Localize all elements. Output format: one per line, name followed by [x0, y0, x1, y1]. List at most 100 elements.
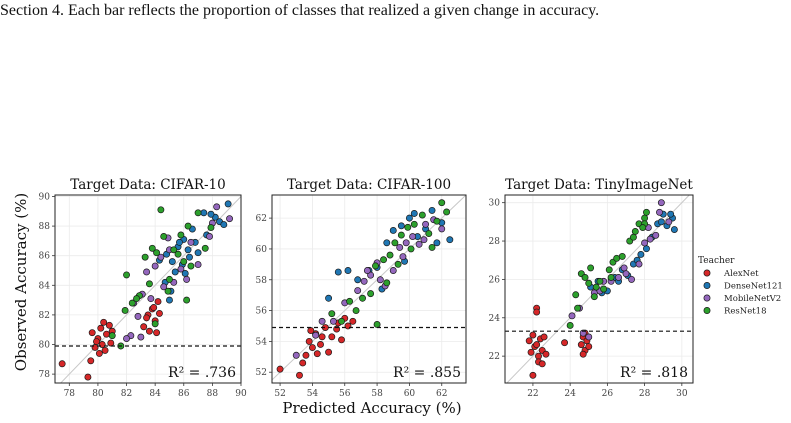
y-tick-label: 28	[489, 237, 501, 247]
data-point-mobilenetv2	[226, 215, 234, 223]
data-point-resnet18	[153, 249, 161, 257]
data-point-mobilenetv2	[363, 267, 371, 274]
data-point-mobilenetv2	[652, 231, 660, 239]
data-point-mobilenetv2	[318, 317, 326, 325]
y-tick-label: 24	[489, 314, 501, 324]
data-point-resnet18	[180, 258, 188, 266]
data-point-resnet18	[443, 208, 451, 216]
data-point-resnet18	[418, 211, 426, 219]
data-point-densenet121	[334, 268, 342, 276]
x-tick-label: 30	[676, 389, 688, 399]
x-tick-label: 58	[371, 389, 383, 399]
data-point-alexnet	[103, 330, 110, 338]
data-point-densenet121	[397, 222, 405, 230]
data-point-densenet121	[194, 249, 202, 257]
data-point-densenet121	[643, 245, 650, 253]
data-point-densenet121	[171, 268, 179, 276]
data-point-resnet18	[133, 295, 141, 303]
data-point-mobilenetv2	[157, 253, 165, 261]
data-point-alexnet	[333, 325, 341, 333]
legend-swatch	[703, 307, 711, 314]
x-tick-label: 24	[564, 389, 576, 399]
data-point-alexnet	[88, 329, 96, 337]
data-point-mobilenetv2	[194, 261, 202, 269]
data-point-alexnet	[349, 317, 357, 325]
data-point-densenet121	[383, 239, 391, 247]
data-point-densenet121	[176, 238, 183, 246]
data-point-mobilenetv2	[160, 283, 168, 291]
data-point-mobilenetv2	[620, 264, 628, 272]
data-point-alexnet	[140, 323, 148, 331]
plot-border	[271, 194, 467, 384]
data-point-densenet121	[200, 209, 208, 217]
data-point-alexnet	[302, 351, 310, 359]
data-point-alexnet	[97, 324, 105, 332]
data-point-alexnet	[313, 350, 321, 358]
data-point-resnet18	[380, 256, 387, 264]
data-point-alexnet	[153, 329, 161, 337]
data-point-alexnet	[95, 349, 103, 357]
data-point-mobilenetv2	[206, 232, 213, 240]
data-point-resnet18	[566, 321, 574, 329]
y-tick-label: 54	[256, 337, 268, 347]
data-point-alexnet	[529, 331, 537, 339]
data-point-densenet121	[224, 200, 232, 208]
y-tick-label: 80	[39, 341, 51, 351]
legend-label: MobileNetV2	[724, 294, 781, 304]
data-point-resnet18	[639, 224, 647, 232]
data-point-resnet18	[207, 224, 215, 232]
data-point-alexnet	[101, 346, 109, 354]
x-tick-label: 78	[64, 389, 76, 399]
data-point-resnet18	[596, 277, 604, 285]
data-point-resnet18	[574, 304, 582, 312]
data-point-alexnet	[93, 338, 100, 346]
data-point-resnet18	[585, 279, 593, 287]
data-point-resnet18	[600, 285, 608, 293]
data-point-alexnet	[317, 341, 324, 348]
data-point-resnet18	[121, 307, 129, 314]
data-point-alexnet	[150, 304, 158, 311]
x-tick-label: 26	[602, 389, 614, 399]
data-point-mobilenetv2	[376, 276, 384, 284]
data-point-alexnet	[100, 318, 108, 326]
data-point-densenet121	[405, 214, 413, 222]
data-point-mobilenetv2	[422, 220, 430, 228]
identity-line	[272, 195, 466, 381]
data-point-resnet18	[148, 244, 156, 252]
data-point-resnet18	[404, 223, 412, 231]
data-point-alexnet	[145, 327, 153, 335]
y-tick-label: 62	[256, 214, 267, 224]
data-point-mobilenetv2	[402, 239, 410, 247]
x-tick-label: 80	[92, 389, 104, 399]
x-tick-label: 52	[274, 389, 285, 399]
legend-swatch	[703, 294, 711, 302]
data-point-resnet18	[123, 271, 130, 279]
data-point-resnet18	[629, 233, 637, 241]
data-point-mobilenetv2	[137, 333, 145, 341]
data-point-resnet18	[359, 294, 366, 302]
data-point-alexnet	[328, 333, 336, 341]
data-point-resnet18	[164, 287, 172, 295]
data-point-resnet18	[170, 246, 178, 254]
data-point-mobilenetv2	[646, 235, 654, 243]
data-point-alexnet	[577, 341, 585, 349]
data-point-resnet18	[618, 252, 626, 260]
x-tick-label: 86	[178, 389, 190, 399]
data-point-resnet18	[160, 232, 168, 240]
data-point-alexnet	[296, 371, 303, 379]
y-tick-label: 90	[39, 192, 51, 202]
data-point-resnet18	[428, 243, 436, 251]
data-point-resnet18	[397, 231, 405, 239]
data-point-mobilenetv2	[183, 275, 191, 283]
data-point-resnet18	[367, 290, 375, 298]
data-point-densenet121	[657, 218, 665, 226]
data-point-mobilenetv2	[568, 312, 576, 320]
y-tick-label: 78	[39, 370, 51, 380]
data-point-alexnet	[107, 339, 115, 347]
data-point-alexnet	[308, 344, 316, 352]
data-point-alexnet	[540, 333, 548, 341]
data-point-mobilenetv2	[123, 335, 130, 343]
data-point-alexnet	[525, 337, 533, 345]
plot-border	[54, 194, 242, 384]
x-tick-label: 22	[527, 389, 538, 399]
